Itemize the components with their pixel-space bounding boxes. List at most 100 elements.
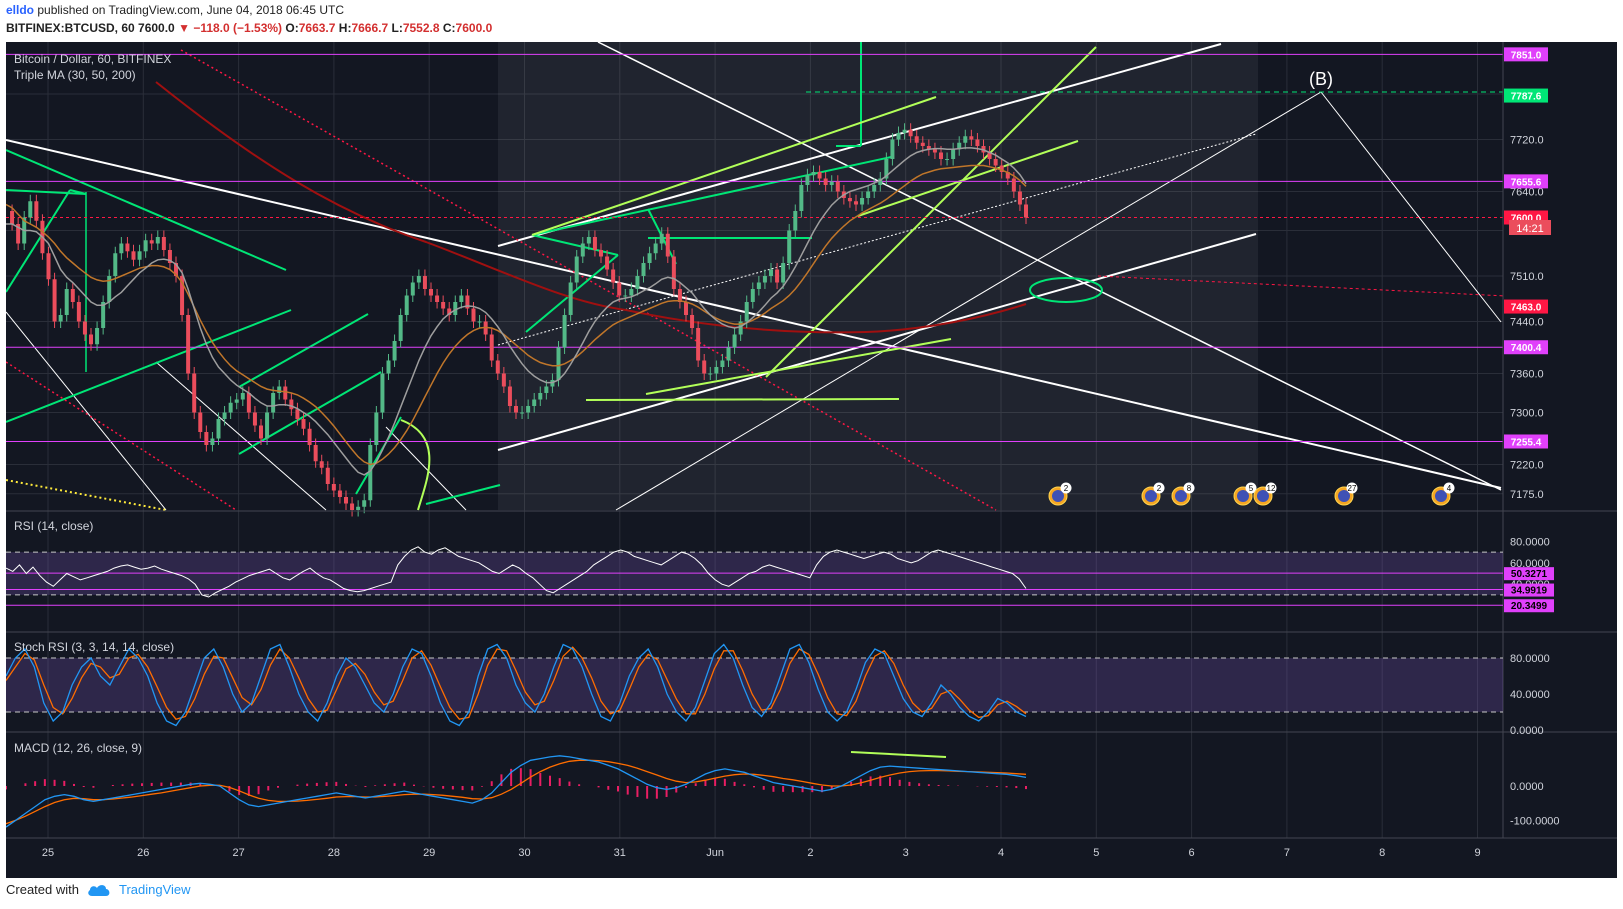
- candle-body: [416, 276, 421, 283]
- event-badge[interactable]: 12: [1253, 482, 1277, 506]
- candle-body: [477, 321, 482, 323]
- stoch-k-line: [6, 643, 1027, 727]
- candle-body: [605, 256, 610, 270]
- candle-body: [866, 191, 871, 198]
- candle-body: [926, 146, 931, 150]
- candle-body: [586, 237, 591, 244]
- time-axis: 25 26 27 28 29 30 31 Jun 2 3 4 5 6 7 8 9: [42, 847, 1481, 859]
- price-tick-label: 7300.0: [1510, 408, 1544, 420]
- candle-body: [829, 181, 834, 185]
- candle-body: [429, 289, 433, 296]
- candle-body: [422, 276, 427, 289]
- candle-body: [234, 399, 239, 403]
- candle-body: [277, 386, 282, 393]
- candle-body: [860, 198, 865, 205]
- countdown-text: 14:21: [1516, 223, 1544, 235]
- candle-body: [993, 159, 998, 166]
- macd-pane: MACD (12, 26, close, 9) 0.0000 -100.0000: [6, 741, 1560, 828]
- candle-body: [623, 295, 628, 297]
- candle-body: [684, 302, 688, 315]
- candle-body: [307, 428, 312, 445]
- event-badge[interactable]: 8: [1171, 482, 1195, 506]
- low-value: 7552.8: [402, 21, 440, 35]
- candle-body: [562, 315, 567, 348]
- candle-body: [951, 149, 956, 159]
- candle-body: [101, 302, 106, 328]
- level-tag-text: 7851.0: [1511, 50, 1542, 61]
- candle-body: [805, 175, 810, 185]
- candle-body: [574, 256, 579, 283]
- event-count: 12: [1267, 484, 1276, 493]
- time-tick-label: 8: [1379, 847, 1385, 859]
- candle-body: [204, 432, 209, 445]
- moving-averages: [6, 147, 1027, 476]
- candle-body: [271, 393, 276, 413]
- candle-body: [28, 201, 33, 218]
- economic-events[interactable]: 2 2 8 5 12 27 4: [1048, 482, 1455, 506]
- stoch-axis: 80.0000 40.0000 0.0000: [1510, 653, 1550, 737]
- macd-line: [6, 755, 1027, 828]
- event-count: 8: [1187, 484, 1192, 493]
- candle-body: [64, 289, 69, 315]
- macd-signal-line: [6, 759, 1027, 825]
- candle-body: [896, 133, 901, 140]
- candle-body: [932, 149, 937, 153]
- candle-body: [186, 315, 191, 374]
- candle-body: [762, 276, 767, 283]
- candle-body: [192, 373, 197, 413]
- candle-body: [289, 399, 294, 410]
- candle-body: [350, 503, 355, 510]
- candle-body: [890, 139, 895, 159]
- price-tick-label: 7220.0: [1510, 460, 1544, 472]
- event-badge[interactable]: 5: [1233, 482, 1257, 506]
- candle-body: [847, 198, 852, 202]
- macd-tick-label: 0.0000: [1510, 781, 1544, 793]
- rsi-value-2: 34.9919: [1511, 586, 1548, 597]
- time-tick-label: 9: [1474, 847, 1480, 859]
- candle-body: [155, 237, 160, 244]
- wave-label-b: (B): [1309, 69, 1333, 89]
- close-value: 7600.0: [455, 21, 493, 35]
- candle-body: [756, 282, 761, 289]
- candle-body: [641, 263, 646, 276]
- event-badge[interactable]: 2: [1141, 482, 1165, 506]
- tradingview-brand-link[interactable]: TradingView: [118, 882, 191, 897]
- candle-body: [696, 328, 701, 361]
- candles: [10, 123, 1028, 517]
- candle-body: [750, 289, 755, 302]
- candle-body: [987, 152, 992, 159]
- event-badge[interactable]: 2: [1048, 482, 1072, 506]
- candle-body: [592, 237, 597, 250]
- candle-body: [301, 419, 306, 429]
- candle-body: [246, 393, 251, 413]
- candle-body: [653, 243, 658, 254]
- price-tick-label: 7360.0: [1510, 369, 1544, 381]
- candle-body: [526, 406, 531, 413]
- low-label: L:: [391, 21, 403, 35]
- symbol-label: BITFINEX:BTCUSD, 60: [6, 21, 135, 35]
- stoch-tick-label: 40.0000: [1510, 689, 1550, 701]
- author-link[interactable]: elldo: [6, 3, 35, 17]
- price-tick-label: 7440.0: [1510, 317, 1544, 329]
- time-tick-label: 2: [807, 847, 813, 859]
- time-tick-label: 28: [328, 847, 340, 859]
- trading-chart[interactable]: 7790.07720.07640.07580.07510.07440.07360…: [6, 42, 1617, 878]
- price-tick-label: 7175.0: [1510, 489, 1544, 501]
- candle-body: [787, 230, 792, 263]
- candle-body: [793, 211, 798, 231]
- time-tick-label: Jun: [706, 847, 724, 859]
- candle-body: [507, 386, 512, 406]
- price-tick-label: 7720.0: [1510, 135, 1544, 147]
- candle-body: [659, 233, 664, 244]
- candle-body: [969, 136, 974, 140]
- candle-body: [720, 360, 725, 367]
- event-badge[interactable]: 27: [1334, 482, 1358, 506]
- publish-info: elldo published on TradingView.com, June…: [6, 3, 344, 17]
- event-badge[interactable]: 4: [1431, 482, 1455, 506]
- price-tick-label: 7640.0: [1510, 187, 1544, 199]
- created-with-text: Created with: [6, 882, 79, 897]
- candle-body: [732, 334, 737, 348]
- time-tick-label: 25: [42, 847, 54, 859]
- rsi-label: RSI (14, close): [14, 519, 93, 533]
